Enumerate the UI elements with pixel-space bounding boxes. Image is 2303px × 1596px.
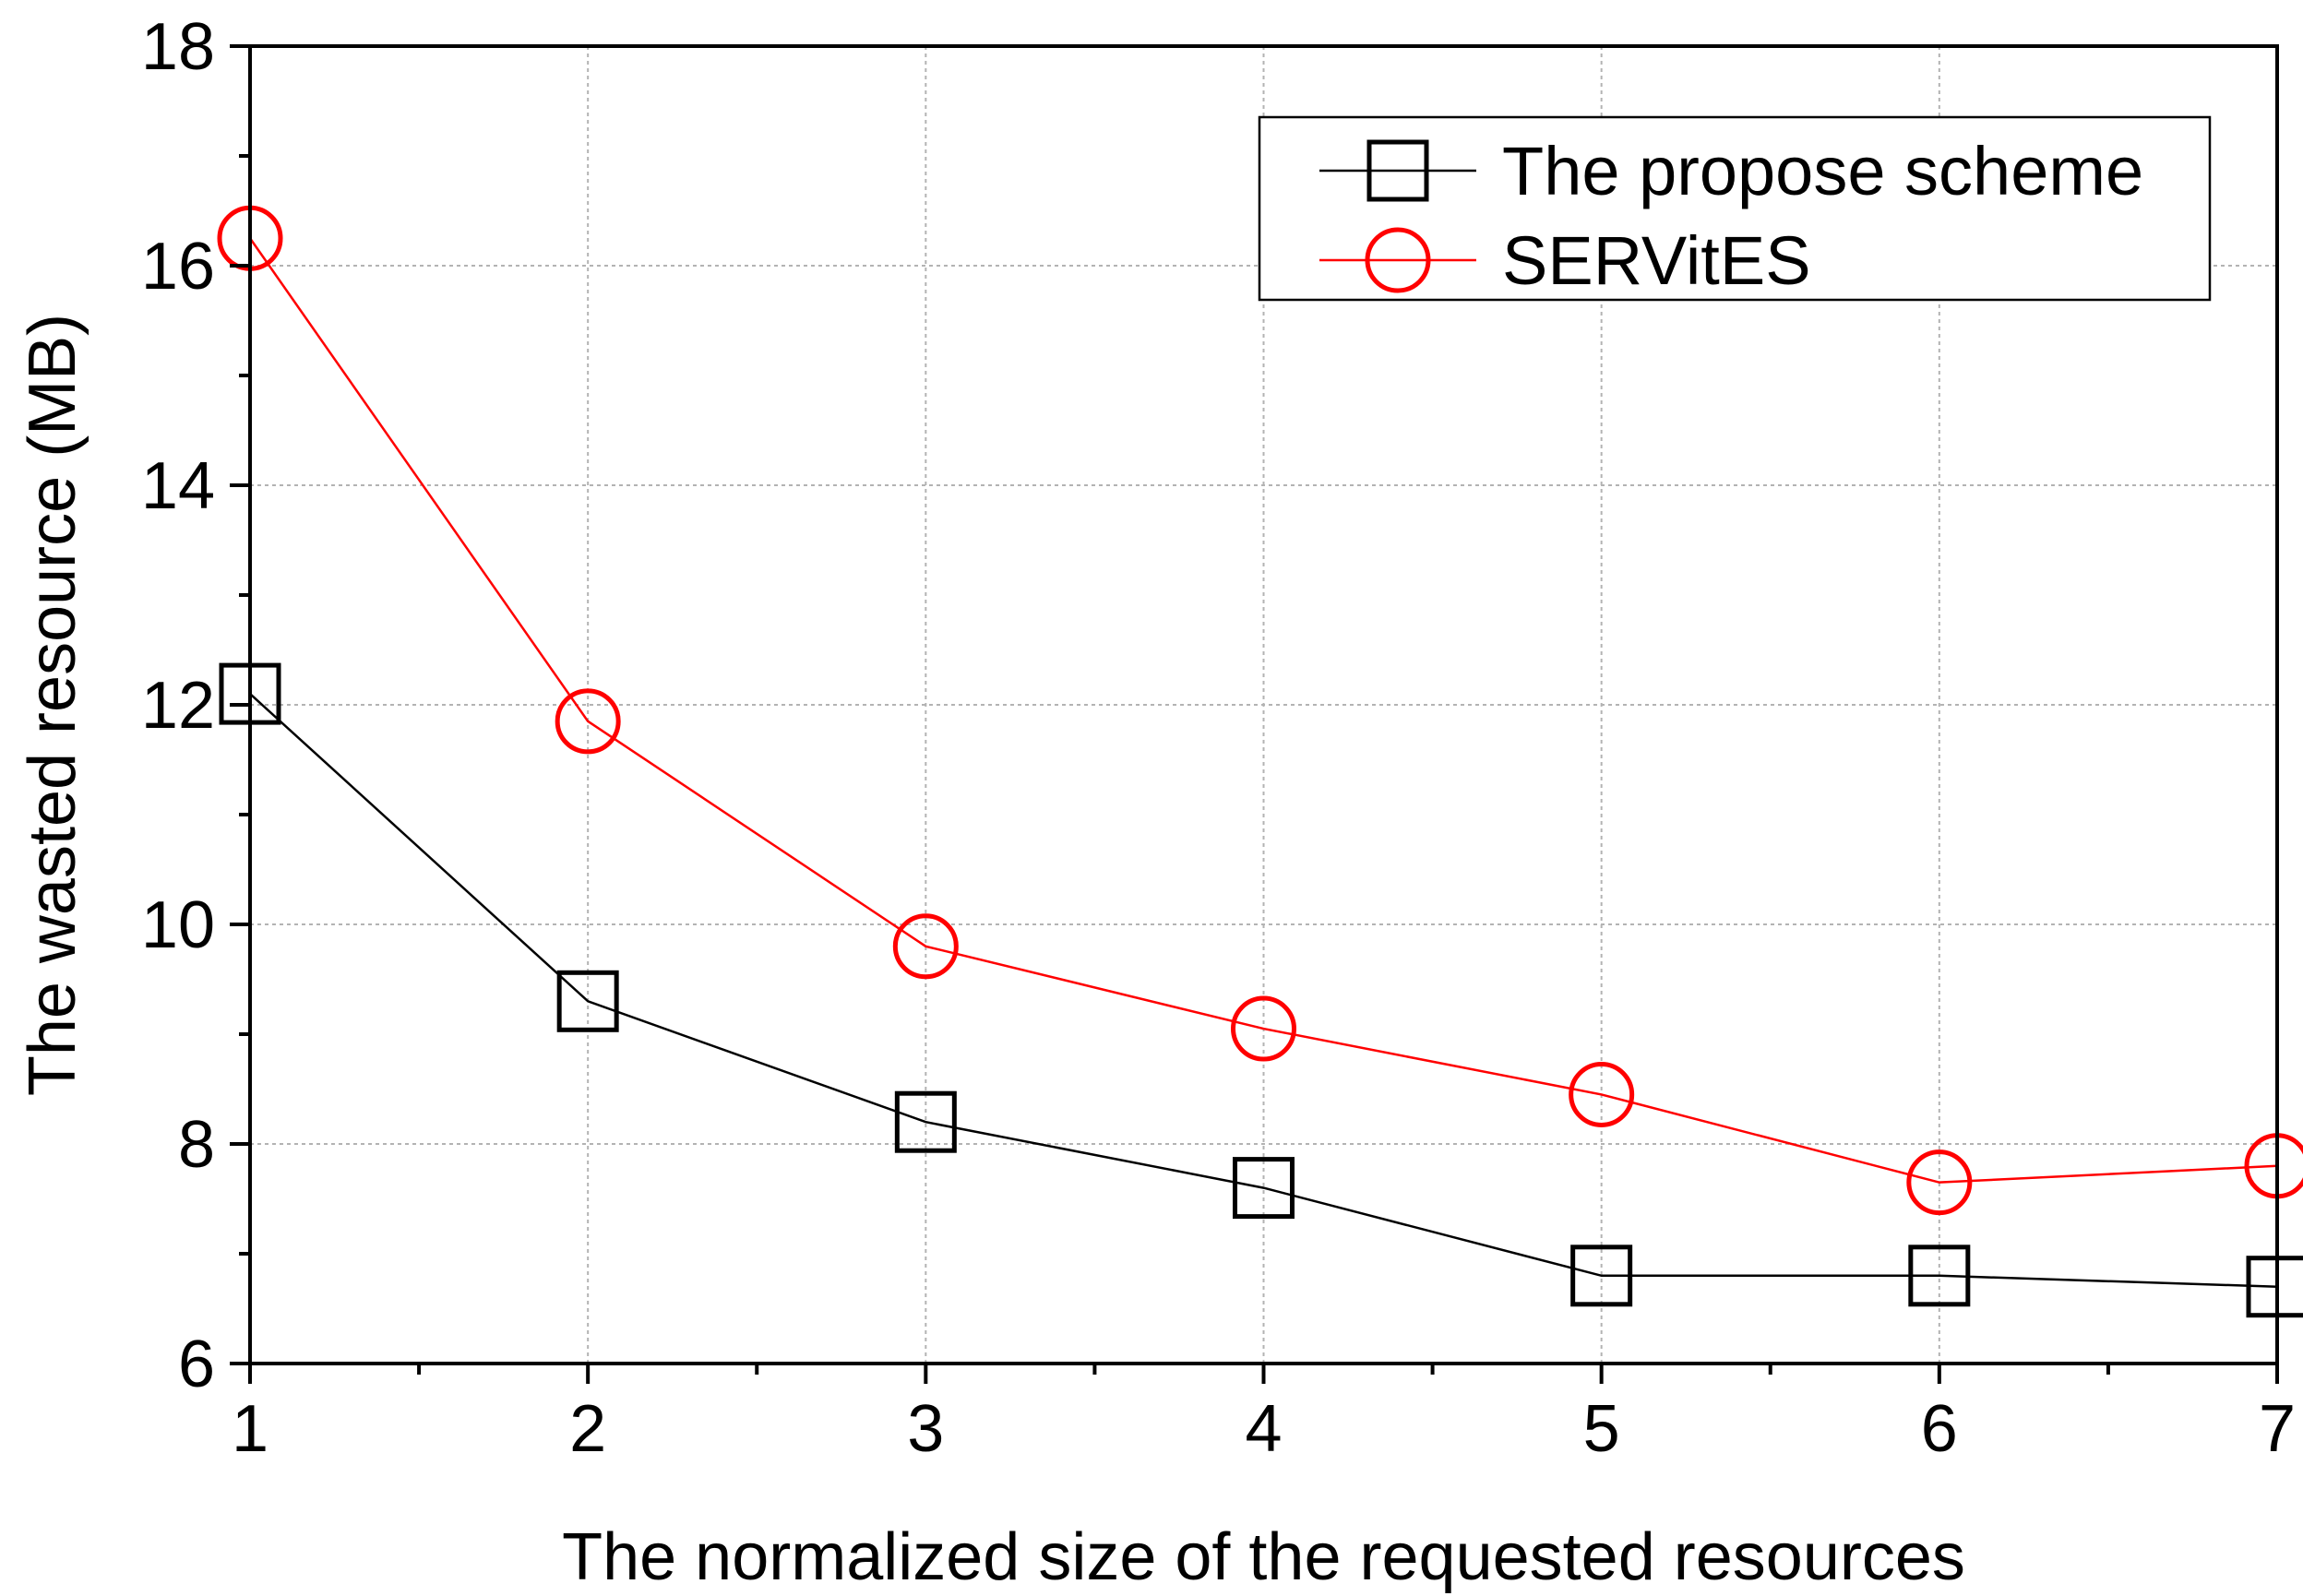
y-axis-title: The wasted resource (MB) [16,314,89,1096]
series-layer [217,205,2303,1318]
x-tick-label: 3 [907,1392,944,1466]
data-point-square [1908,1245,1971,1307]
y-tick-label: 18 [141,10,215,84]
x-tick-label: 1 [232,1392,268,1466]
legend-box [1258,115,2212,302]
y-tick-label: 12 [141,669,215,743]
x-axis-title: The normalized size of the requested res… [562,1520,1965,1594]
x-tick-label: 5 [1583,1392,1620,1466]
data-point-square [1570,1245,1633,1307]
data-point-circle [555,688,621,755]
data-point-square [894,1090,957,1153]
y-tick-label: 16 [141,230,215,304]
data-point-circle [892,913,959,980]
y-tick-label: 6 [178,1328,215,1401]
data-point-square [1233,1157,1295,1220]
data-point-circle [1906,1149,1973,1216]
legend: The propose scheme SERVitES [1258,115,2212,302]
legend-marker-circle [1365,227,1431,293]
data-point-square [556,970,619,1032]
legend-label-servites: SERVitES [1502,222,1811,299]
legend-label-propose-scheme: The propose scheme [1502,133,2143,209]
x-tick-label: 4 [1245,1392,1282,1466]
axis-ticks [230,44,2279,1384]
data-point-circle [1569,1061,1635,1127]
y-tick-label: 14 [141,449,215,523]
y-tick-label: 8 [178,1108,215,1182]
y-tick-label: 10 [141,888,215,962]
series-line-0 [249,693,2278,1288]
x-tick-label: 6 [1921,1392,1958,1466]
legend-marker-square [1366,139,1429,202]
x-tick-label: 2 [569,1392,606,1466]
x-tick-label: 7 [2259,1392,2296,1466]
data-point-circle [1231,995,1296,1062]
series-line-1 [248,237,2278,1184]
